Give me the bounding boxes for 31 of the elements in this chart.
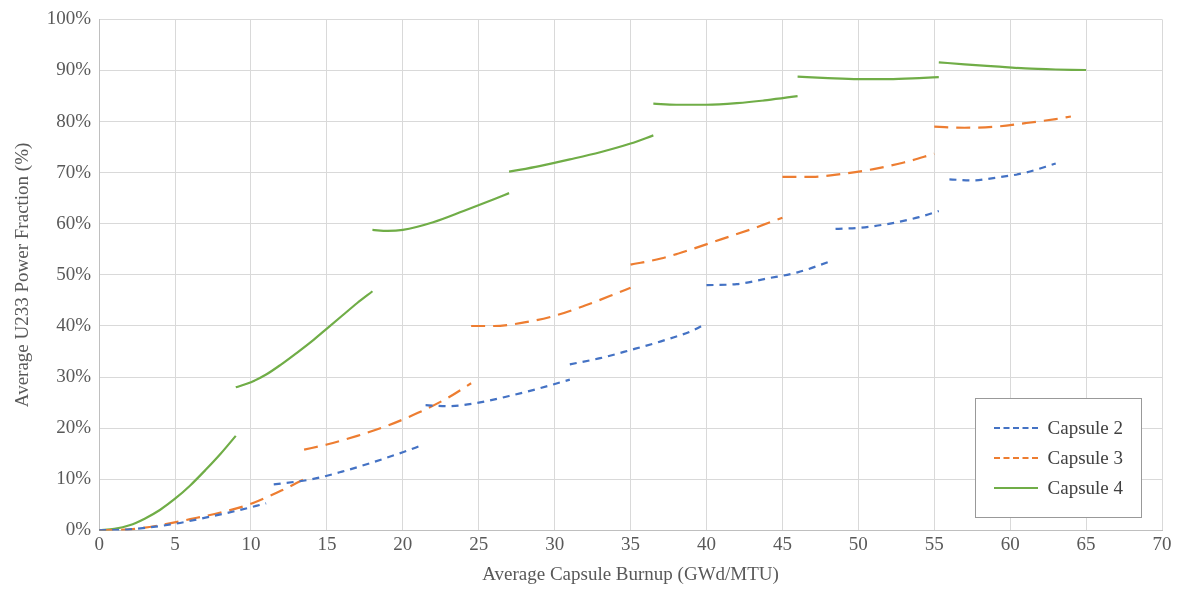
y-tick-label: 80% — [56, 109, 92, 131]
x-axis-title: Average Capsule Burnup (GWd/MTU) — [482, 562, 779, 585]
x-tick-label: 55 — [924, 532, 944, 554]
x-tick-label: 45 — [772, 532, 792, 554]
x-tick-label: 25 — [469, 532, 489, 554]
x-tick-label: 30 — [545, 532, 565, 554]
x-tick-label: 60 — [1000, 532, 1020, 554]
y-tick-label: 10% — [56, 467, 92, 489]
x-tick-label: 50 — [848, 532, 868, 554]
y-axis-title: Average U233 Power Fraction (%) — [11, 142, 34, 408]
y-tick-label: 50% — [56, 262, 92, 284]
x-tick-label: 10 — [241, 532, 261, 554]
x-tick-label: 0 — [94, 532, 104, 554]
legend-label: Capsule 3 — [1047, 447, 1123, 470]
y-tick-label: 90% — [56, 58, 92, 80]
x-tick-label: 65 — [1076, 532, 1096, 554]
legend-label: Capsule 4 — [1047, 477, 1123, 500]
y-tick-label: 40% — [56, 313, 92, 335]
y-tick-label: 100% — [46, 7, 92, 29]
x-tick-label: 35 — [621, 532, 641, 554]
y-tick-label: 30% — [56, 365, 92, 387]
x-tick-label: 20 — [393, 532, 413, 554]
y-tick-label: 0% — [65, 518, 92, 540]
y-tick-label: 60% — [56, 211, 92, 233]
x-tick-label: 5 — [170, 532, 180, 554]
x-tick-label: 40 — [696, 532, 716, 554]
y-tick-label: 70% — [56, 160, 92, 182]
x-tick-label: 15 — [317, 532, 337, 554]
x-tick-label: 70 — [1152, 532, 1172, 554]
legend-label: Capsule 2 — [1047, 417, 1123, 440]
y-tick-label: 20% — [56, 416, 92, 438]
